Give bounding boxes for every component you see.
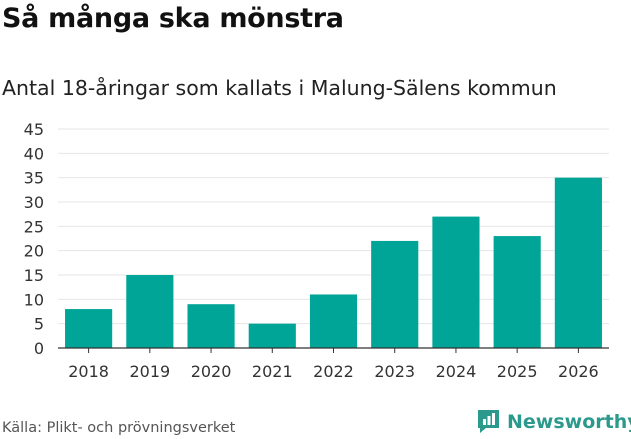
y-tick-label: 40 [24, 144, 44, 163]
chart-subtitle: Antal 18-åringar som kallats i Malung-Sä… [2, 76, 557, 100]
y-tick-label: 20 [24, 242, 44, 261]
x-tick-label: 2021 [252, 362, 293, 381]
bar-2023 [371, 240, 419, 348]
bar-2024 [432, 216, 480, 348]
x-tick-label: 2026 [558, 362, 599, 381]
y-tick-label: 0 [34, 339, 44, 358]
x-tick-label: 2024 [436, 362, 477, 381]
bar-2022 [309, 294, 358, 348]
x-tick-label: 2019 [129, 362, 170, 381]
bar-2019 [126, 275, 174, 348]
bar-2026 [554, 177, 602, 348]
brand-name: Newsworthy [507, 410, 631, 433]
bar-2020 [187, 304, 235, 348]
source-note: Källa: Plikt- och prövningsverket [2, 420, 236, 436]
x-tick-label: 2023 [374, 362, 415, 381]
x-tick-label: 2020 [191, 362, 232, 381]
x-tick-label: 2022 [313, 362, 354, 381]
bar-2025 [493, 236, 541, 348]
bar-2021 [248, 323, 296, 348]
y-tick-label: 10 [24, 290, 44, 309]
bar-2018 [65, 309, 113, 348]
chart-title: Så många ska mönstra [2, 3, 344, 34]
y-tick-label: 5 [34, 315, 44, 334]
y-tick-label: 45 [24, 120, 44, 139]
y-tick-label: 25 [24, 217, 44, 236]
bar-chart-logo-icon [478, 410, 499, 433]
x-tick-label: 2018 [68, 362, 109, 381]
newsworthy-brand: Newsworthy [476, 408, 631, 435]
y-tick-label: 15 [24, 266, 44, 285]
y-tick-label: 30 [24, 193, 44, 212]
y-tick-label: 35 [24, 169, 44, 188]
x-tick-label: 2025 [497, 362, 538, 381]
